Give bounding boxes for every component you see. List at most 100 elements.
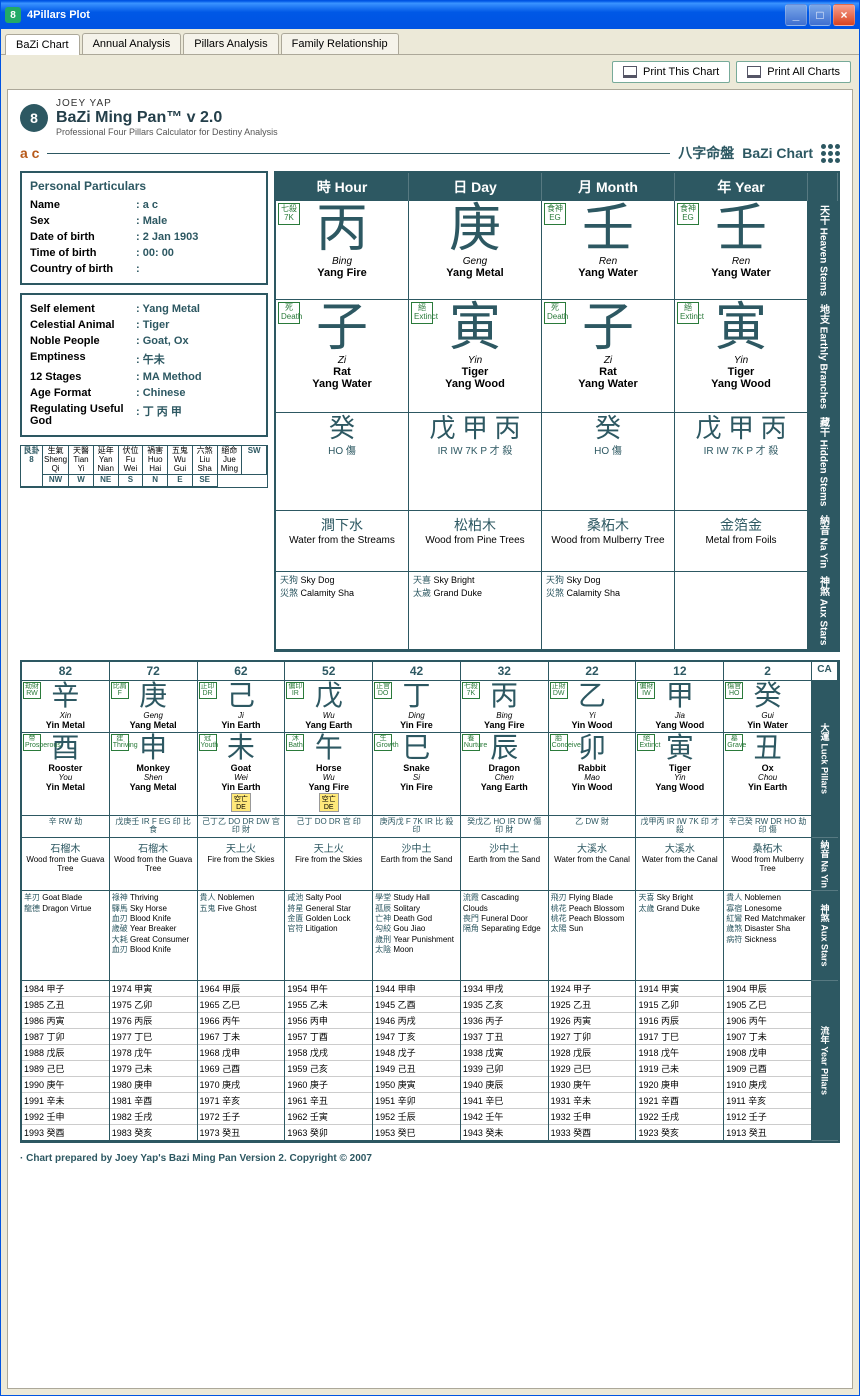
luck-side-stars: 神煞 Aux Stars xyxy=(812,891,838,981)
luck-years-cell: 1984 甲子1985 乙丑1986 丙寅1987 丁卯1988 戊辰1989 … xyxy=(22,981,110,1141)
luck-hidden-cell: 辛 RW 劫 xyxy=(22,816,110,839)
year-pillar-row: 1924 甲子 xyxy=(549,981,636,997)
year-pillar-row: 1952 壬辰 xyxy=(373,1109,460,1125)
brand-sub: Professional Four Pillars Calculator for… xyxy=(56,127,278,137)
luck-nayin-cell: 石榴木Wood from the Guava Tree xyxy=(22,838,110,891)
print-all-button[interactable]: Print All Charts xyxy=(736,61,851,83)
luck-age: 52 xyxy=(285,662,373,681)
year-pillar-row: 1942 壬午 xyxy=(461,1109,548,1125)
tab-family[interactable]: Family Relationship xyxy=(281,33,399,54)
personal-row: Namea c xyxy=(30,197,258,213)
personal-panel: Personal Particulars Namea cSexMaleDate … xyxy=(20,171,268,285)
year-pillar-row: 1990 庚午 xyxy=(22,1077,109,1093)
year-pillar-row: 1951 辛卯 xyxy=(373,1093,460,1109)
luck-hs-cell: 正官 DO丁DingYin Fire xyxy=(373,681,461,733)
luck-hidden-cell: 癸戊乙 HO IR DW 傷 印 財 xyxy=(461,816,549,839)
app-icon: 8 xyxy=(5,7,21,23)
year-pillar-row: 1969 己酉 xyxy=(198,1061,285,1077)
titlebar[interactable]: 8 4Pillars Plot _ □ × xyxy=(1,1,859,29)
maximize-button[interactable]: □ xyxy=(809,4,831,26)
nayin-cell: 松柏木Wood from Pine Trees xyxy=(409,511,542,572)
hidden-stems-cell: 戊 甲 丙IR IW 7K P 才 殺 xyxy=(675,413,808,510)
luck-side-label: 大運 Luck Pillars xyxy=(812,681,838,839)
luck-nayin-cell: 桑柘木Wood from Mulberry Tree xyxy=(724,838,812,891)
year-pillar-row: 1944 甲申 xyxy=(373,981,460,997)
print-this-button[interactable]: Print This Chart xyxy=(612,61,730,83)
year-pillar-row: 1967 丁未 xyxy=(198,1029,285,1045)
luck-nayin-cell: 沙中土Earth from the Sand xyxy=(461,838,549,891)
luck-years-cell: 1924 甲子1925 乙丑1926 丙寅1927 丁卯1928 戊辰1929 … xyxy=(549,981,637,1141)
earthly-branch-cell: 死 Death子ZiRatYang Water xyxy=(276,300,409,413)
year-pillar-row: 1986 丙寅 xyxy=(22,1013,109,1029)
luck-stars-cell: 學堂 Study Hall孤辰 Solitary亡神 Death God勾絞 G… xyxy=(373,891,461,981)
year-pillar-row: 1954 甲午 xyxy=(285,981,372,997)
luck-eb-cell: 帝 Prosperous酉RoosterYouYin Metal xyxy=(22,733,110,816)
luck-eb-cell: 墓 Grave丑OxChouYin Earth xyxy=(724,733,812,816)
year-pillar-row: 1917 丁巳 xyxy=(636,1029,723,1045)
year-pillar-row: 1976 丙辰 xyxy=(110,1013,197,1029)
luck-eb-cell: 沐 Bath午HorseWuYang Fire空亡 DE xyxy=(285,733,373,816)
year-pillar-row: 1904 甲辰 xyxy=(724,981,811,997)
luck-hs-cell: 正財 DW乙YiYin Wood xyxy=(549,681,637,733)
tab-pillars[interactable]: Pillars Analysis xyxy=(183,33,278,54)
luck-stars-cell: 貴人 Noblemen五鬼 Five Ghost xyxy=(198,891,286,981)
personal-row: Date of birth2 Jan 1903 xyxy=(30,229,258,245)
close-button[interactable]: × xyxy=(833,4,855,26)
year-pillar-row: 1914 甲寅 xyxy=(636,981,723,997)
luck-hidden-cell: 己丁乙 DO DR DW 官 印 財 xyxy=(198,816,286,839)
luck-hs-cell: 比肩 F庚GengYang Metal xyxy=(110,681,198,733)
luck-pillars-table: 82726252423222122CA劫財 RW辛XinYin Metal比肩 … xyxy=(20,660,840,1144)
year-pillar-row: 1982 壬戌 xyxy=(110,1109,197,1125)
luck-stars-cell: 咸池 Salty Pool將星 General Star金匱 Golden Lo… xyxy=(285,891,373,981)
personal-row: SexMale xyxy=(30,213,258,229)
tab-annual[interactable]: Annual Analysis xyxy=(82,33,182,54)
earthly-branch-cell: 死 Death子ZiRatYang Water xyxy=(542,300,675,413)
symbolic-stars-table: 艮卦8生氣 Sheng Qi天醫 Tian Yi延年 Yan Nian伏位 Fu… xyxy=(20,445,268,488)
luck-eb-cell: 胎 Conceive卯RabbitMaoYin Wood xyxy=(549,733,637,816)
profile-row: Regulating Useful God丁 丙 甲 xyxy=(30,401,258,429)
year-pillar-row: 1987 丁卯 xyxy=(22,1029,109,1045)
year-pillar-row: 1974 甲寅 xyxy=(110,981,197,997)
brand-top: JOEY YAP xyxy=(56,98,278,109)
minimize-button[interactable]: _ xyxy=(785,4,807,26)
year-pillar-row: 1909 己酉 xyxy=(724,1061,811,1077)
heaven-stem-cell: 食神 EG壬RenYang Water xyxy=(542,201,675,300)
year-pillar-row: 1972 壬子 xyxy=(198,1109,285,1125)
heaven-stem-cell: 七殺 7K丙BingYang Fire xyxy=(276,201,409,300)
year-pillar-row: 1941 辛巳 xyxy=(461,1093,548,1109)
nayin-cell: 金箔金Metal from Foils xyxy=(675,511,808,572)
year-pillar-row: 1981 辛酉 xyxy=(110,1093,197,1109)
year-pillar-row: 1920 庚申 xyxy=(636,1077,723,1093)
luck-eb-cell: 建 Thriving申MonkeyShenYang Metal xyxy=(110,733,198,816)
year-pillar-row: 1919 己未 xyxy=(636,1061,723,1077)
year-pillar-row: 1935 乙亥 xyxy=(461,997,548,1013)
year-pillar-row: 1946 丙戌 xyxy=(373,1013,460,1029)
heaven-stem-cell: 食神 EG壬RenYang Water xyxy=(675,201,808,300)
year-pillar-row: 1979 己未 xyxy=(110,1061,197,1077)
year-pillar-row: 1923 癸亥 xyxy=(636,1125,723,1140)
year-pillar-row: 1932 壬申 xyxy=(549,1109,636,1125)
nayin-cell: 澗下水Water from the Streams xyxy=(276,511,409,572)
year-pillar-row: 1961 辛丑 xyxy=(285,1093,372,1109)
year-pillar-row: 1913 癸丑 xyxy=(724,1125,811,1140)
year-pillar-row: 1905 乙巳 xyxy=(724,997,811,1013)
aux-stars-cell: 天狗 Sky Dog災煞 Calamity Sha xyxy=(542,572,675,649)
side-earthly-branches: 地支 Earthly Branches xyxy=(808,300,838,413)
year-pillar-row: 1991 辛未 xyxy=(22,1093,109,1109)
profile-row: Celestial AnimalTiger xyxy=(30,317,258,333)
year-pillar-row: 1984 甲子 xyxy=(22,981,109,997)
year-pillar-row: 1911 辛亥 xyxy=(724,1093,811,1109)
aux-stars-cell xyxy=(675,572,808,649)
side-hidden-stems: 藏干 Hidden Stems xyxy=(808,413,838,510)
pillar-head: 月 Month xyxy=(542,173,675,201)
brand-name: BaZi Ming Pan™ v 2.0 xyxy=(56,109,278,127)
year-pillar-row: 1931 辛未 xyxy=(549,1093,636,1109)
luck-eb-cell: 生 Growth巳SnakeSiYin Fire xyxy=(373,733,461,816)
hidden-stems-cell: 癸HO 傷 xyxy=(542,413,675,510)
year-pillar-row: 1958 戊戌 xyxy=(285,1045,372,1061)
luck-stars-cell: 飛刃 Flying Blade桃花 Peach Blossom桃花 Peach … xyxy=(549,891,637,981)
footer: · Chart prepared by Joey Yap's Bazi Ming… xyxy=(20,1153,840,1164)
year-pillar-row: 1966 丙午 xyxy=(198,1013,285,1029)
luck-age: 82 xyxy=(22,662,110,681)
tab-bazi[interactable]: BaZi Chart xyxy=(5,34,80,55)
